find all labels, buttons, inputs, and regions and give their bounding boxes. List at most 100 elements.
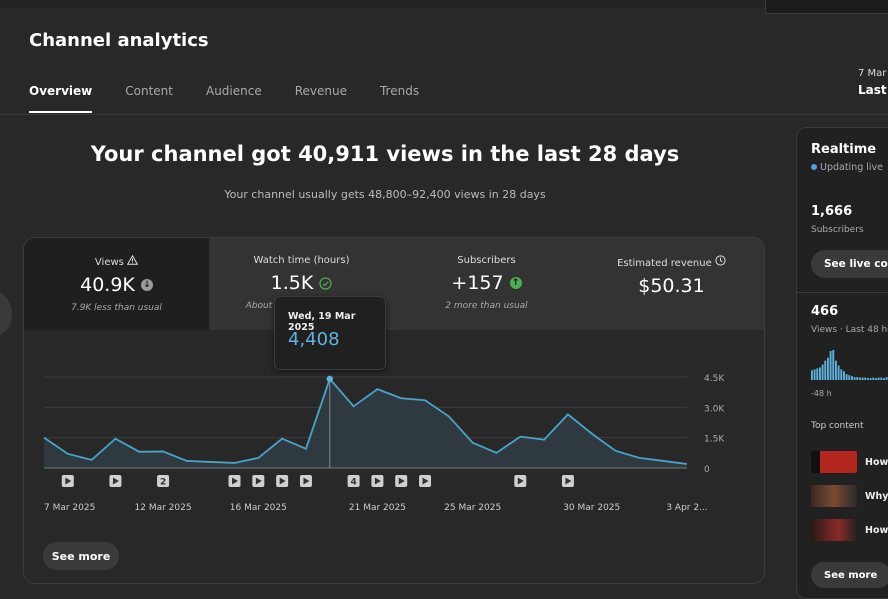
realtime-bar — [835, 360, 837, 380]
data-point — [326, 375, 333, 383]
top-content-item[interactable]: Why — [811, 485, 888, 507]
video-marker-count: 2 — [160, 478, 166, 488]
realtime-bar — [832, 350, 835, 380]
realtime-bar — [813, 369, 816, 380]
realtime-bar — [845, 374, 848, 380]
realtime-bar — [875, 378, 877, 380]
realtime-bar — [824, 360, 827, 380]
x-tick-label: 21 Mar 2025 — [349, 503, 406, 513]
video-marker-icon[interactable] — [347, 475, 360, 487]
realtime-bar — [821, 364, 824, 380]
realtime-bar — [877, 377, 880, 380]
realtime-bar — [837, 365, 840, 380]
warning-icon — [127, 255, 139, 265]
views-subline: Your channel usually gets 48,800–92,400 … — [224, 188, 546, 201]
video-thumbnail — [811, 519, 857, 541]
realtime-subs-label: Subscribers — [811, 225, 864, 235]
realtime-bar — [872, 377, 875, 380]
realtime-title: Realtime — [811, 142, 877, 157]
tab-audience[interactable]: Audience — [205, 84, 262, 98]
clock-icon — [715, 255, 726, 266]
analytics-tabs: Overview Content Audience Revenue Trends — [29, 84, 452, 114]
views-chart[interactable]: 4.5K 3.0K 1.5K 0 2 4 7 Mar 2025 12 Mar 2025 16 M… — [24, 330, 764, 584]
x-tick-label: 16 Mar 2025 — [230, 503, 287, 513]
metric-watch-value: 1.5K — [270, 272, 314, 294]
overview-chart-card: Views 40.9K ↓ 7.9K less than usual Watch… — [23, 237, 765, 584]
tabs-divider — [0, 114, 888, 115]
realtime-panel: Realtime Updating live 1,666 Subscribers… — [796, 127, 888, 599]
play-glyph — [232, 477, 239, 485]
views-line — [43, 377, 688, 465]
realtime-bar — [843, 371, 845, 380]
date-range-label: Last 28 — [858, 83, 888, 97]
video-marker-count: 4 — [350, 478, 356, 488]
realtime-status: Updating live — [820, 162, 884, 173]
video-thumbnail — [811, 451, 857, 473]
x-tick-label: 3 Apr 2... — [666, 503, 707, 513]
play-glyph — [65, 477, 72, 485]
top-content-item[interactable]: How — [811, 519, 888, 541]
live-dot-icon — [811, 164, 817, 170]
realtime-divider — [797, 292, 888, 293]
realtime-see-more-button[interactable]: See more — [811, 562, 888, 588]
realtime-bar — [864, 377, 867, 380]
tab-content[interactable]: Content — [125, 84, 173, 98]
play-glyph — [422, 477, 429, 485]
metric-subscribers[interactable]: Subscribers +157 ↑ 2 more than usual — [394, 238, 579, 330]
tab-overview[interactable]: Overview — [29, 84, 93, 114]
tooltip-value: 4,408 — [288, 329, 340, 350]
metric-subs-label: Subscribers — [457, 255, 516, 266]
realtime-bar — [827, 357, 829, 380]
video-thumbnail — [811, 485, 857, 507]
check-circle-icon — [319, 276, 332, 290]
realtime-bar — [829, 350, 832, 380]
realtime-views-value: 466 — [811, 304, 839, 319]
metric-subs-note: 2 more than usual — [445, 301, 528, 311]
play-glyph — [255, 477, 262, 485]
tab-trends[interactable]: Trends — [379, 84, 420, 98]
y-tick-label: 4.5K — [704, 374, 725, 384]
date-range-start: 7 Mar — [858, 68, 887, 79]
x-tick-label: 30 Mar 2025 — [563, 503, 620, 513]
realtime-bar — [880, 377, 883, 380]
page-title: Channel analytics — [29, 30, 209, 51]
y-tick-label: 3.0K — [704, 404, 725, 414]
views-area — [44, 378, 687, 468]
metric-views-note: 7.9K less than usual — [71, 303, 162, 313]
top-content-item[interactable]: How — [811, 451, 888, 473]
metric-revenue[interactable]: Estimated revenue $50.31 — [579, 238, 764, 330]
play-glyph — [279, 477, 286, 485]
play-glyph — [517, 477, 524, 485]
play-glyph — [565, 477, 572, 485]
realtime-bar — [867, 378, 869, 380]
play-glyph — [303, 477, 310, 485]
see-more-button[interactable]: See more — [43, 542, 119, 570]
realtime-bar — [840, 369, 843, 380]
play-glyph — [398, 477, 405, 485]
realtime-bar — [859, 377, 861, 380]
top-bar — [0, 0, 888, 8]
realtime-bar — [851, 376, 853, 380]
play-glyph — [374, 477, 381, 485]
date-range-picker[interactable]: 7 Mar Last 28 — [858, 68, 888, 97]
tooltip-date: Wed, 19 Mar 2025 — [288, 311, 356, 333]
play-glyph — [112, 477, 119, 485]
metric-views[interactable]: Views 40.9K ↓ 7.9K less than usual — [24, 238, 209, 330]
x-tick-label: 12 Mar 2025 — [135, 503, 192, 513]
top-content-label: Top content — [811, 421, 864, 431]
popup-window-edge — [765, 0, 888, 14]
y-tick-label: 1.5K — [704, 435, 725, 445]
y-tick-label: 0 — [704, 465, 710, 475]
realtime-bar — [885, 377, 888, 380]
realtime-bar — [856, 377, 859, 380]
nav-scroll-button[interactable] — [0, 292, 12, 336]
video-marker-icon[interactable] — [157, 475, 170, 487]
tab-revenue[interactable]: Revenue — [294, 84, 347, 98]
x-tick-label: 25 Mar 2025 — [444, 503, 501, 513]
metric-tabs: Views 40.9K ↓ 7.9K less than usual Watch… — [24, 238, 764, 330]
realtime-bar-chart — [811, 350, 888, 380]
down-arrow-icon: ↓ — [140, 279, 153, 291]
up-arrow-icon: ↑ — [509, 277, 522, 289]
realtime-bar — [883, 378, 885, 380]
see-live-count-button[interactable]: See live count — [811, 250, 888, 278]
